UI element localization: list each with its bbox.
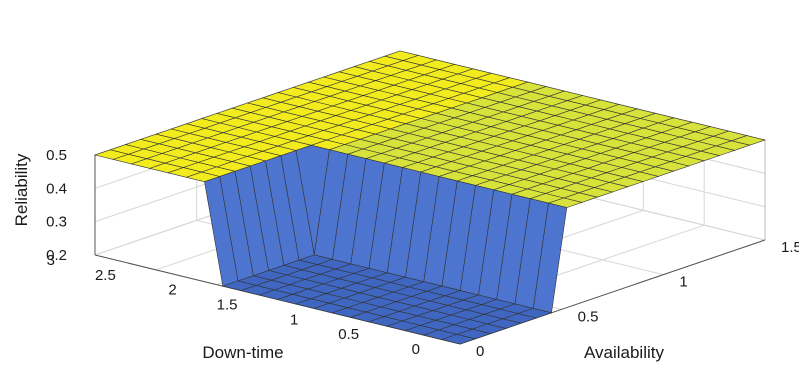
y-tick-label: 1.5 — [781, 239, 799, 256]
x-tick-label: 2.5 — [95, 267, 116, 284]
z-tick-label: 0.3 — [46, 214, 67, 231]
tick-layer: 0.2 0.3 0.4 0.5 0 0.5 1 1.5 2 2.5 3 0 0.5 1 1.5 — [46, 147, 799, 360]
z-tick-label: 0.4 — [46, 180, 67, 197]
z-axis-label: Reliability — [12, 153, 31, 226]
z-tick-label: 0.2 — [46, 247, 67, 264]
x-tick-label: 1.5 — [217, 297, 238, 314]
y-tick-label: 0 — [476, 343, 484, 360]
x-tick-label: 0 — [412, 341, 420, 358]
y-tick-label: 1 — [679, 274, 687, 291]
x-tick-label: 2 — [168, 282, 176, 299]
surface-patch — [440, 334, 477, 345]
x-tick-label: 1 — [290, 311, 298, 328]
x-tick-label: 0.5 — [338, 326, 359, 343]
surface-layer — [93, 50, 767, 345]
x-axis-label: Down-time — [202, 343, 283, 362]
x-tick-label: 3 — [47, 252, 55, 269]
y-tick-label: 0.5 — [578, 308, 599, 325]
z-tick-label: 0.5 — [46, 147, 67, 164]
y-axis-label: Availability — [584, 343, 665, 362]
